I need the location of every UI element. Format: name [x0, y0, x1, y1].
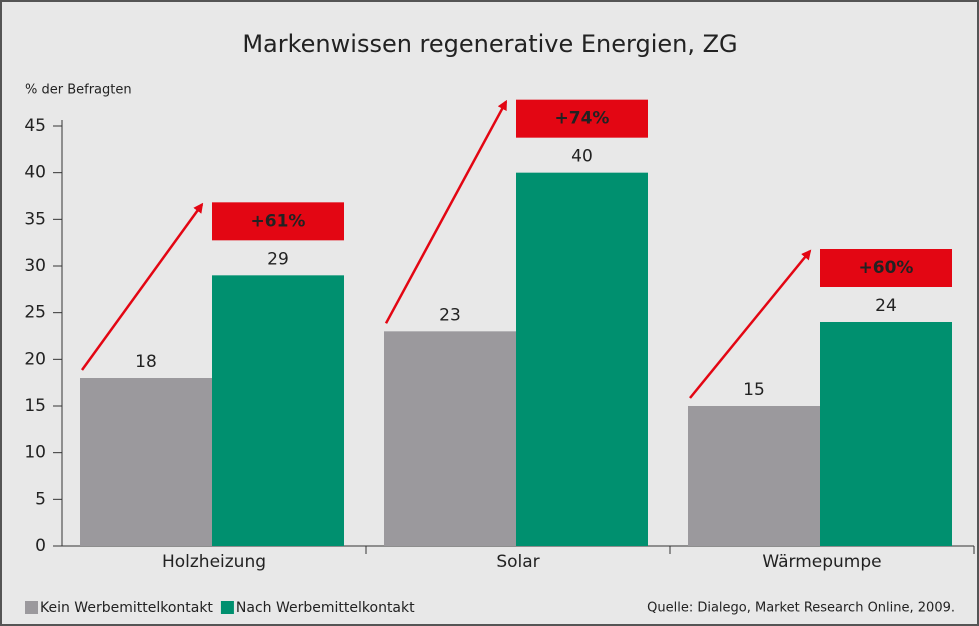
annotation-arrow [384, 99, 508, 324]
chart-title: Markenwissen regenerative Energien, ZG [242, 30, 737, 58]
bar [384, 331, 516, 546]
y-tick-label: 20 [24, 349, 46, 369]
y-axis-label: % der Befragten [25, 83, 132, 98]
y-tick-label: 30 [24, 256, 46, 276]
data-label: 24 [875, 296, 897, 316]
legend-swatch [220, 601, 234, 614]
y-tick-label: 40 [24, 163, 46, 183]
y-tick-label: 45 [24, 116, 46, 136]
annotation-arrow [689, 249, 812, 399]
x-tick-label: Holzheizung [162, 552, 266, 572]
bar [212, 275, 344, 546]
legend-swatch [25, 601, 38, 614]
annotation: +60% [859, 258, 914, 278]
y-tick-label: 35 [24, 209, 46, 229]
data-label: 29 [267, 249, 289, 269]
y-tick-label: 25 [24, 303, 46, 323]
bar [820, 322, 952, 546]
x-tick-label: Solar [496, 552, 539, 572]
bar [80, 378, 212, 546]
x-tick-label: Wärmepumpe [762, 552, 881, 572]
bar [516, 172, 648, 546]
data-label: 15 [743, 380, 765, 400]
legend-label: Kein Werbemittelkontakt [40, 600, 213, 616]
annotation-arrow [80, 202, 204, 371]
annotation: +61% [251, 211, 306, 231]
y-tick-label: 15 [24, 396, 46, 416]
y-tick-label: 0 [35, 536, 46, 556]
data-label: 23 [439, 305, 461, 325]
data-label: 40 [571, 147, 593, 167]
annotation: +74% [555, 109, 610, 129]
y-tick-label: 5 [35, 489, 46, 509]
annotation-box [212, 202, 344, 241]
legend-label: Nach Werbemittelkontakt [236, 600, 415, 616]
annotation-box [516, 99, 648, 138]
annotation-box [820, 249, 952, 287]
data-label: 18 [135, 352, 157, 372]
source: Quelle: Dialego, Market Research Online,… [647, 601, 955, 616]
y-tick-label: 10 [24, 443, 46, 463]
bar [688, 406, 820, 546]
